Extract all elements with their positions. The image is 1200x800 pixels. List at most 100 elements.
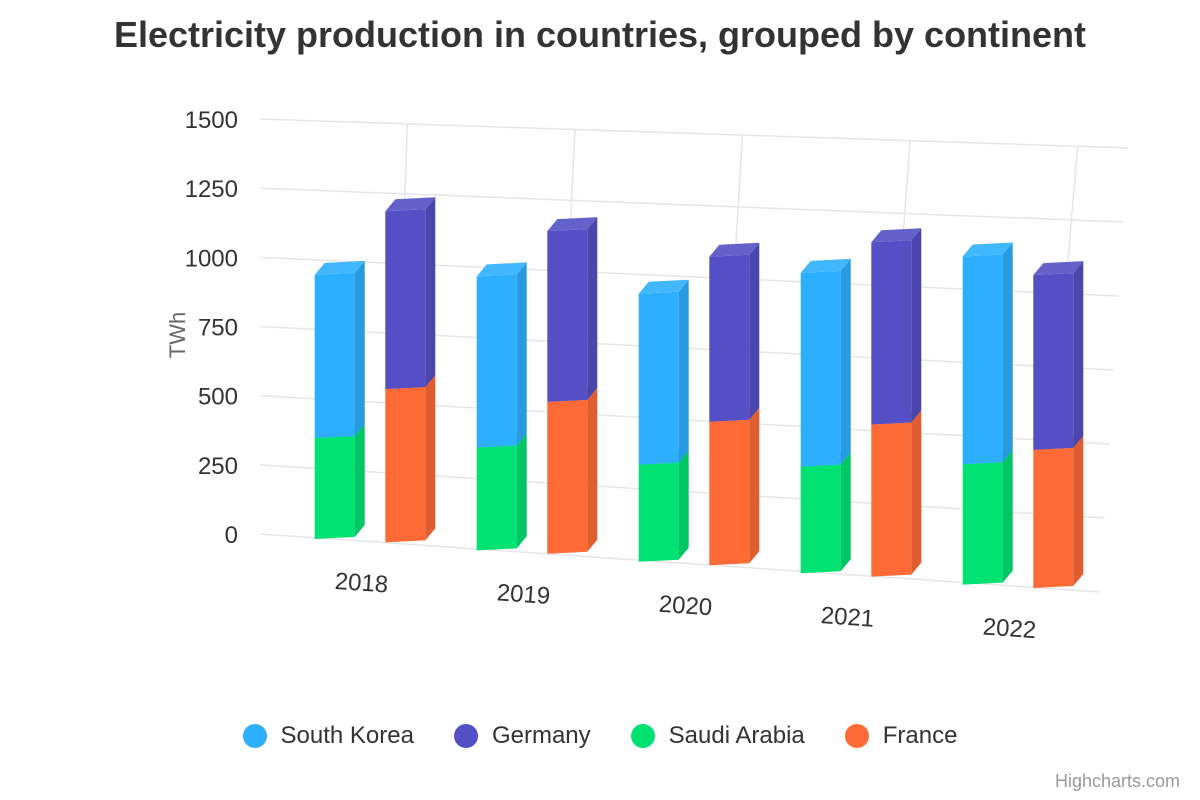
bar-side <box>425 375 436 541</box>
bar-side <box>1002 450 1013 583</box>
bar-top <box>314 260 365 275</box>
bar-side <box>425 197 436 388</box>
bar-front <box>638 291 679 465</box>
bar-south-korea-2022[interactable] <box>962 242 1013 465</box>
legend-item-germany[interactable]: Germany <box>453 722 591 750</box>
legend-swatch-icon <box>844 724 869 748</box>
bar-saudi-arabia-2022[interactable] <box>962 450 1013 585</box>
bar-top <box>962 242 1013 257</box>
bar-side <box>749 407 760 564</box>
bar-top <box>1033 261 1084 276</box>
bar-south-korea-2021[interactable] <box>800 258 851 467</box>
legend-label: Saudi Arabia <box>668 722 805 749</box>
y-tick-label: 750 <box>198 315 238 342</box>
bar-side <box>911 410 922 575</box>
bar-front <box>638 462 679 562</box>
y-tick-label: 1000 <box>185 245 238 272</box>
bar-front <box>547 229 588 402</box>
legend-item-south-korea[interactable]: South Korea <box>242 722 414 750</box>
bar-south-korea-2019[interactable] <box>476 262 527 448</box>
legend-swatch-icon <box>242 724 267 748</box>
legend-label: South Korea <box>280 722 414 749</box>
bar-saudi-arabia-2020[interactable] <box>638 450 689 562</box>
bar-side <box>587 217 598 400</box>
bar-front <box>962 254 1003 465</box>
gridline-y-1250 <box>259 187 1124 223</box>
bar-germany-2021[interactable] <box>871 228 922 425</box>
bar-france-2018[interactable] <box>385 375 436 543</box>
bar-top <box>638 279 689 294</box>
bar-side <box>516 433 527 549</box>
legend-item-saudi-arabia[interactable]: Saudi Arabia <box>630 722 805 750</box>
bar-front <box>962 462 1003 585</box>
bar-side <box>678 450 689 560</box>
y-tick-label: 0 <box>225 522 238 549</box>
bar-side <box>354 260 365 437</box>
y-tick-label: 1500 <box>185 107 238 134</box>
x-tick-label: 2022 <box>982 613 1037 644</box>
bar-front <box>385 209 426 390</box>
bar-saudi-arabia-2019[interactable] <box>476 433 527 551</box>
chart-title: Electricity production in countries, gro… <box>113 14 1087 55</box>
y-tick-label: 1250 <box>185 176 238 203</box>
bar-side <box>911 228 922 423</box>
gridline-y-1500 <box>259 118 1129 149</box>
legend-label: Germany <box>491 722 591 749</box>
bar-front <box>800 464 841 574</box>
x-tick-label: 2021 <box>820 602 875 633</box>
bar-saudi-arabia-2018[interactable] <box>314 424 365 539</box>
bar-front <box>476 274 517 448</box>
bar-front <box>800 270 841 467</box>
bars-group <box>314 197 1084 589</box>
bar-south-korea-2018[interactable] <box>314 260 365 439</box>
bar-france-2021[interactable] <box>871 410 922 577</box>
gridline-y-0 <box>259 533 1101 593</box>
bar-side <box>840 258 851 465</box>
bar-france-2022[interactable] <box>1033 435 1084 589</box>
legend-label: France <box>882 722 958 749</box>
legend-swatch-icon <box>630 724 655 748</box>
bar-top <box>385 197 436 212</box>
legend-item-france[interactable]: France <box>844 722 958 750</box>
bar-front <box>871 422 912 577</box>
x-tick-label: 2020 <box>658 591 713 622</box>
bar-front <box>1033 447 1074 589</box>
axis-labels: 0 250 500 750 1000 1250 1500 TWh 2018 2019 2020 202… <box>165 107 1037 644</box>
x-tick-label: 2018 <box>334 568 389 599</box>
credits-link[interactable]: Highcharts.com <box>1054 771 1180 791</box>
bar-side <box>749 242 760 420</box>
bar-south-korea-2020[interactable] <box>638 279 689 465</box>
bar-side <box>1073 435 1084 587</box>
bar-front <box>314 272 355 439</box>
bar-germany-2019[interactable] <box>547 217 598 402</box>
legend-swatch-icon <box>453 724 478 748</box>
bar-france-2019[interactable] <box>547 387 598 554</box>
bar-side <box>678 279 689 463</box>
bar-germany-2022[interactable] <box>1033 261 1084 450</box>
bar-top <box>800 258 851 273</box>
bar-france-2020[interactable] <box>709 407 760 566</box>
bar-front <box>709 419 750 566</box>
bar-front <box>547 399 588 554</box>
bar-top <box>476 262 527 277</box>
bar-saudi-arabia-2021[interactable] <box>800 452 851 574</box>
y-axis-title: TWh <box>165 312 190 358</box>
x-tick-label: 2019 <box>496 579 551 610</box>
bar-front <box>385 387 426 543</box>
bar-side <box>840 452 851 572</box>
bar-germany-2020[interactable] <box>709 242 760 422</box>
bar-front <box>476 445 517 551</box>
bar-germany-2018[interactable] <box>385 197 436 390</box>
bar-top <box>709 242 760 257</box>
bar-front <box>314 436 355 539</box>
bar-side <box>516 262 527 446</box>
bar-side <box>354 424 365 537</box>
legend: South Korea Germany Saudi Arabia France <box>0 722 1200 750</box>
bar-side <box>1073 261 1084 448</box>
y-tick-label: 250 <box>198 453 238 480</box>
bar-front <box>871 240 912 425</box>
bar-front <box>1033 273 1074 450</box>
bar-top <box>547 217 598 232</box>
